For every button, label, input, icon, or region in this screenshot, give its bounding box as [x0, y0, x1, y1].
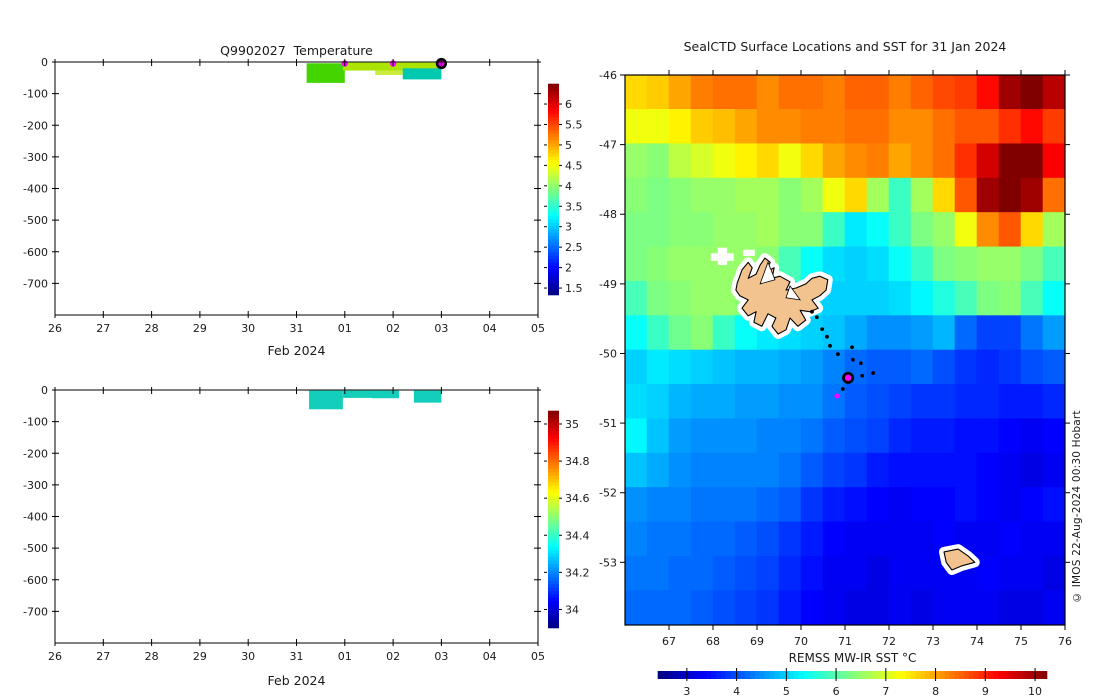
temperature-plot-title: Q9902027 Temperature [220, 43, 373, 58]
svg-text:34.8: 34.8 [565, 455, 590, 468]
svg-text:35: 35 [565, 418, 579, 431]
svg-text:76: 76 [1058, 635, 1072, 648]
svg-text:74: 74 [970, 635, 984, 648]
svg-text:70: 70 [794, 635, 808, 648]
temperature-colorbar: 1.5 2 2.5 3 3.5 4 4.5 5 5.5 6 [544, 83, 583, 296]
svg-text:67: 67 [662, 635, 676, 648]
svg-text:-400: -400 [23, 183, 48, 196]
map-title: SealCTD Surface Locations and SST for 31… [683, 39, 1007, 54]
svg-text:30: 30 [241, 650, 255, 663]
svg-text:5.5: 5.5 [565, 118, 583, 131]
salinity-colorbar: 34 34.2 34.4 34.6 34.8 35 [544, 410, 590, 629]
svg-text:6: 6 [565, 98, 572, 111]
svg-text:68: 68 [706, 635, 720, 648]
svg-text:31: 31 [290, 650, 304, 663]
svg-text:28: 28 [145, 322, 159, 335]
svg-text:5: 5 [565, 139, 572, 152]
svg-text:4: 4 [565, 180, 572, 193]
svg-text:05: 05 [531, 322, 545, 335]
svg-text:-48: -48 [599, 208, 617, 221]
svg-text:01: 01 [338, 650, 352, 663]
svg-text:-500: -500 [23, 214, 48, 227]
svg-text:03: 03 [434, 650, 448, 663]
svg-text:-400: -400 [23, 511, 48, 524]
svg-text:69: 69 [750, 635, 764, 648]
salinity-plot: 26 27 28 29 30 31 01 02 03 04 05 0 -100 -200 -300 -400 -… [23, 384, 545, 663]
svg-text:01: 01 [338, 322, 352, 335]
svg-text:9: 9 [982, 685, 989, 698]
svg-text:73: 73 [926, 635, 940, 648]
svg-text:02: 02 [386, 322, 400, 335]
svg-text:3: 3 [565, 221, 572, 234]
svg-text:75: 75 [1014, 635, 1028, 648]
svg-text:-300: -300 [23, 151, 48, 164]
svg-text:6: 6 [833, 685, 840, 698]
svg-text:26: 26 [48, 650, 62, 663]
svg-text:34.4: 34.4 [565, 529, 590, 542]
svg-text:7: 7 [882, 685, 889, 698]
svg-text:-300: -300 [23, 479, 48, 492]
svg-text:2.5: 2.5 [565, 241, 583, 254]
svg-text:34: 34 [565, 603, 579, 616]
svg-text:28: 28 [145, 650, 159, 663]
svg-text:10: 10 [1028, 685, 1042, 698]
svg-text:-200: -200 [23, 119, 48, 132]
svg-text:-700: -700 [23, 605, 48, 618]
svg-text:04: 04 [483, 650, 497, 663]
svg-text:29: 29 [193, 322, 207, 335]
svg-text:-52: -52 [599, 487, 617, 500]
svg-text:26: 26 [48, 322, 62, 335]
svg-text:5: 5 [783, 685, 790, 698]
svg-text:1.5: 1.5 [565, 282, 583, 295]
sst-colorbar-label: REMSS MW-IR SST °C [788, 651, 917, 665]
kerguelen-island [735, 257, 829, 335]
svg-text:-47: -47 [599, 139, 617, 152]
temperature-xaxis-label: Feb 2024 [267, 343, 326, 358]
svg-text:-51: -51 [599, 417, 617, 430]
previous-location-dot [834, 393, 840, 399]
svg-text:3: 3 [683, 685, 690, 698]
svg-text:-100: -100 [23, 88, 48, 101]
svg-text:27: 27 [96, 322, 110, 335]
svg-text:0: 0 [41, 56, 48, 69]
heard-island [943, 548, 976, 571]
svg-text:-700: -700 [23, 277, 48, 290]
svg-text:71: 71 [838, 635, 852, 648]
svg-text:72: 72 [882, 635, 896, 648]
svg-text:03: 03 [434, 322, 448, 335]
svg-text:34.2: 34.2 [565, 566, 590, 579]
sst-colorbar: 3 4 5 6 7 8 9 10 [657, 668, 1048, 698]
svg-text:-53: -53 [599, 556, 617, 569]
svg-text:-500: -500 [23, 542, 48, 555]
svg-text:4: 4 [733, 685, 740, 698]
svg-text:02: 02 [386, 650, 400, 663]
svg-text:-600: -600 [23, 574, 48, 587]
svg-text:-46: -46 [599, 69, 617, 82]
svg-text:-49: -49 [599, 278, 617, 291]
svg-text:05: 05 [531, 650, 545, 663]
svg-text:0: 0 [41, 384, 48, 397]
svg-text:-50: -50 [599, 347, 617, 360]
svg-text:04: 04 [483, 322, 497, 335]
current-location-dot [842, 371, 855, 384]
svg-text:-600: -600 [23, 246, 48, 259]
svg-text:34.6: 34.6 [565, 492, 590, 505]
svg-text:8: 8 [932, 685, 939, 698]
svg-text:4.5: 4.5 [565, 159, 583, 172]
svg-text:-100: -100 [23, 416, 48, 429]
temperature-plot: 26 27 28 29 30 31 01 02 03 04 05 0 -100 -200 -300 -400 -… [23, 56, 545, 335]
salinity-xaxis-label: Feb 2024 [267, 673, 326, 688]
svg-text:2: 2 [565, 262, 572, 275]
svg-text:31: 31 [290, 322, 304, 335]
svg-text:29: 29 [193, 650, 207, 663]
svg-text:27: 27 [96, 650, 110, 663]
svg-text:-200: -200 [23, 447, 48, 460]
svg-text:3.5: 3.5 [565, 200, 583, 213]
svg-text:30: 30 [241, 322, 255, 335]
sst-map: 67 68 69 70 71 72 73 74 75 76 -46 -47 -48 -49 -50 -51 -5… [599, 69, 1072, 648]
